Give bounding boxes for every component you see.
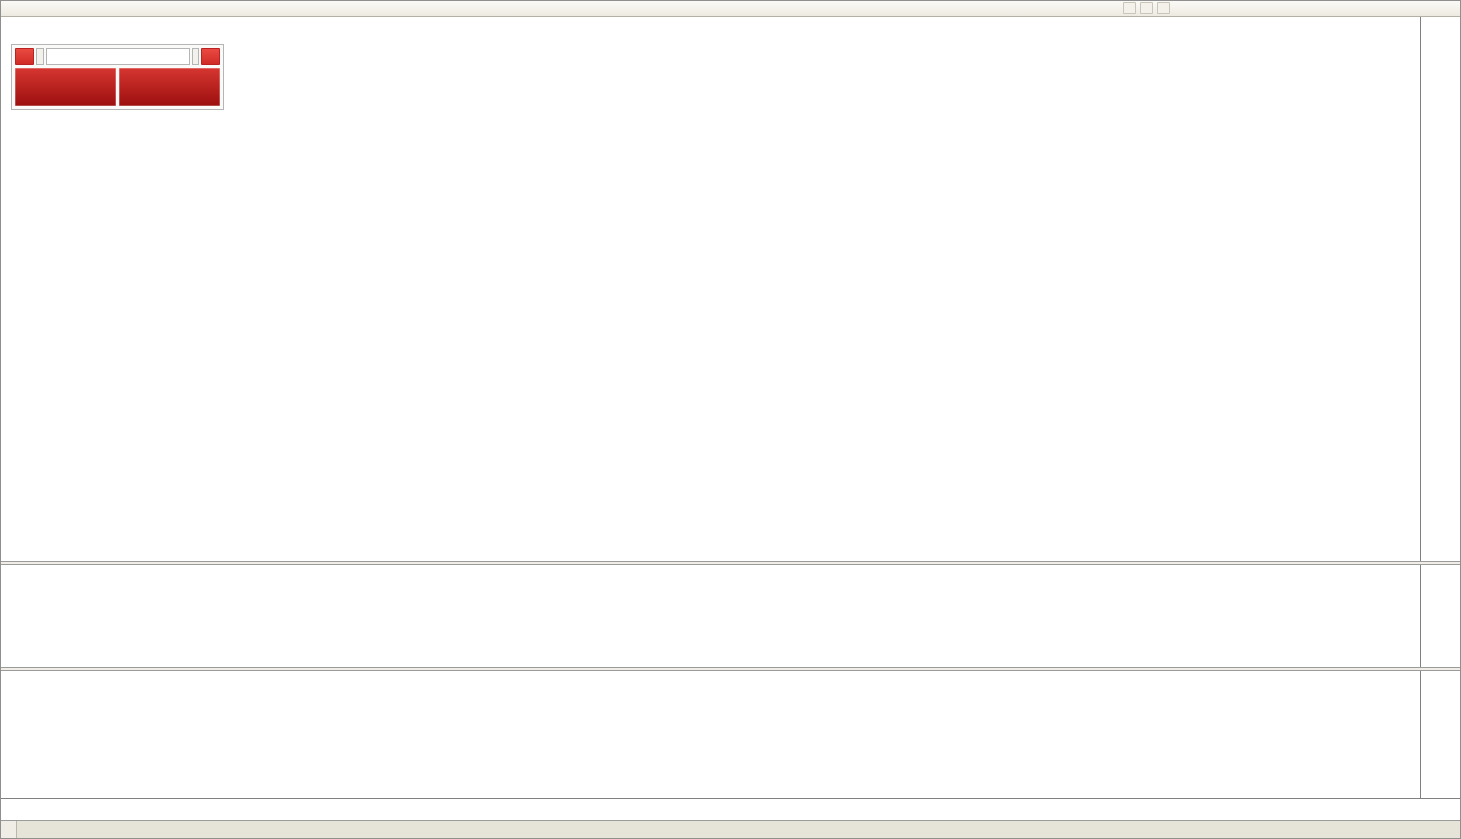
macd-chart-canvas[interactable] — [1, 565, 1420, 667]
buy-button[interactable] — [200, 48, 220, 65]
chart-window-controls — [1123, 2, 1170, 14]
price-chart-canvas[interactable] — [1, 17, 1420, 561]
chart-tab-bar — [1, 820, 1460, 838]
chart-close-icon[interactable] — [1157, 2, 1170, 14]
one-click-trading-panel — [11, 44, 224, 110]
volume-step-up-button[interactable] — [191, 48, 199, 65]
time-axis[interactable] — [1, 798, 1460, 820]
tab-scroll-left-button[interactable] — [1, 821, 17, 838]
sell-button[interactable] — [15, 48, 35, 65]
chart-restore-icon[interactable] — [1140, 2, 1153, 14]
chart-minimize-icon[interactable] — [1123, 2, 1136, 14]
rsi-chart-canvas[interactable] — [1, 671, 1420, 798]
timeframe-toolbar — [1, 1, 1460, 17]
panel-splitter[interactable] — [1, 561, 1460, 565]
price-axis[interactable] — [1420, 17, 1460, 798]
volume-dropdown-button[interactable] — [36, 48, 44, 65]
volume-input[interactable] — [45, 48, 190, 65]
panel-splitter[interactable] — [1, 667, 1460, 671]
buy-price-display[interactable] — [119, 68, 220, 106]
sell-price-display[interactable] — [15, 68, 116, 106]
